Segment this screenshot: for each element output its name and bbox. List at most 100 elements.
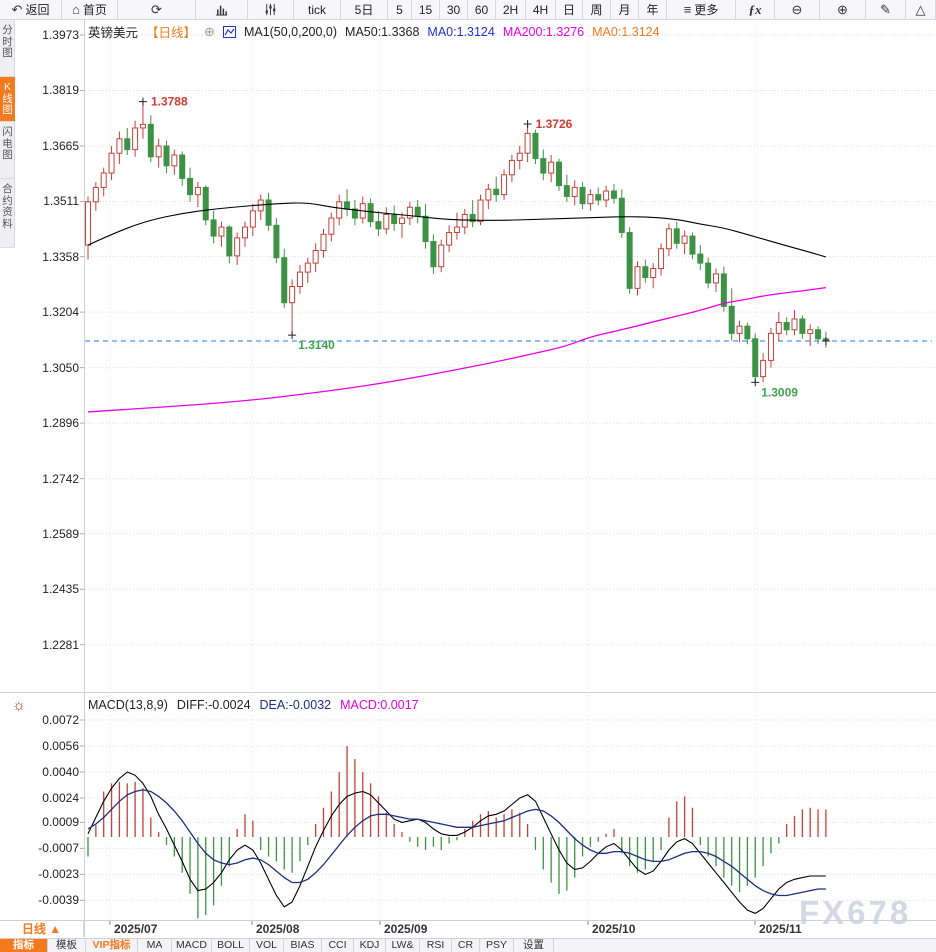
formula-button[interactable]: ƒx xyxy=(736,0,775,19)
tab-RSI[interactable]: RSI xyxy=(420,939,452,952)
bottom-tab-bar: 指标 模板 VIP指标 MA MACD BOLL VOL BIAS CCI KDJ LW& RSI CR… xyxy=(0,938,936,952)
home-button[interactable]: ⌂ 首页 xyxy=(62,0,118,19)
indicator-settings-button[interactable] xyxy=(248,0,294,19)
price-annotation: 1.3726 xyxy=(536,117,573,131)
interval-5d-button[interactable]: 5日 xyxy=(341,0,388,19)
macd-axis-tick: 0.0056 xyxy=(42,739,79,753)
zoom-out-icon: ⊖ xyxy=(791,2,803,17)
macd-diff-value: DIFF:-0.0024 xyxy=(176,698,251,712)
sidebar-item-3[interactable]: 闪电图 xyxy=(0,122,15,179)
zoom-in-button[interactable]: ⊕ xyxy=(820,0,866,19)
tab-VOL[interactable]: VOL xyxy=(250,939,284,952)
refresh-button[interactable]: ⟳ xyxy=(118,0,196,19)
symbol-name: 英镑美元 xyxy=(88,26,139,40)
ma50-value: MA50:1.3368 xyxy=(345,24,420,39)
interval-60m-button-label: 60 xyxy=(474,2,489,17)
tab-PSY[interactable]: PSY xyxy=(480,939,514,952)
chart-type-button[interactable] xyxy=(196,0,248,19)
price-annotation: 1.3009 xyxy=(761,385,798,399)
macd-axis-tick: -0.0039 xyxy=(38,893,79,908)
tab-BIAS[interactable]: BIAS xyxy=(284,939,322,952)
price-axis-tick: 1.2742 xyxy=(42,471,79,486)
interval-5m-button-label: 5 xyxy=(396,2,403,17)
ma0-fast-value: MA0:1.3124 xyxy=(427,24,495,39)
tab-LW&[interactable]: LW& xyxy=(386,939,420,952)
macd-axis-tick: 0.0024 xyxy=(42,791,79,805)
ma-settings-label: MA1(50,0,200,0) xyxy=(243,24,338,39)
chart-style-icon[interactable] xyxy=(222,25,236,38)
ma200-value: MA200:1.3276 xyxy=(502,24,585,39)
home-icon: ⌂ xyxy=(72,2,80,17)
tab-CR[interactable]: CR xyxy=(452,939,480,952)
tab-指标[interactable]: 指标 xyxy=(0,939,48,952)
tab-BOLL[interactable]: BOLL xyxy=(212,939,250,952)
indicator-period-button[interactable]: 日线 ▲ xyxy=(0,921,84,937)
price-annotation: 1.3140 xyxy=(298,338,335,352)
interval-15m-button[interactable]: 15 xyxy=(412,0,440,19)
shapes-button[interactable]: △ xyxy=(906,0,936,19)
back-button-label: 返回 xyxy=(25,3,50,17)
indicator-settings-sun-icon[interactable]: ☼ xyxy=(12,697,26,714)
macd-axis-tick: -0.0023 xyxy=(38,867,79,882)
draw-button[interactable]: ✎ xyxy=(866,0,906,19)
tab-MACD[interactable]: MACD xyxy=(172,939,212,952)
chart-type-icon xyxy=(215,3,228,16)
menu-icon: ≡ xyxy=(683,2,692,17)
interval-tick-button[interactable]: tick xyxy=(294,0,341,19)
add-indicator-icon[interactable]: ⊕ xyxy=(204,23,215,39)
interval-5m-button[interactable]: 5 xyxy=(388,0,412,19)
interval-week-button-label: 周 xyxy=(590,3,603,17)
back-button[interactable]: ↶ 返回 xyxy=(0,0,62,19)
price-axis-tick: 1.3358 xyxy=(42,249,79,264)
price-axis-tick: 1.3665 xyxy=(42,138,79,153)
draw-icon: ✎ xyxy=(880,2,891,17)
formula-icon: ƒx xyxy=(748,2,762,17)
macd-title: MACD(13,8,9) xyxy=(88,698,168,712)
zoom-in-icon: ⊕ xyxy=(837,2,848,17)
interval-30m-button[interactable]: 30 xyxy=(440,0,468,19)
price-axis-tick: 1.3973 xyxy=(42,28,79,42)
interval-day-button[interactable]: 日 xyxy=(556,0,583,19)
interval-day-button-label: 日 xyxy=(562,3,575,17)
interval-year-button[interactable]: 年 xyxy=(639,0,667,19)
zoom-out-button[interactable]: ⊖ xyxy=(775,0,820,19)
interval-30m-button-label: 30 xyxy=(446,2,461,17)
interval-60m-button[interactable]: 60 xyxy=(468,0,496,19)
interval-2h-button-label: 2H xyxy=(502,2,519,17)
date-axis-label: 2025/07 xyxy=(114,922,158,936)
interval-tick-button-label: tick xyxy=(308,2,326,17)
macd-axis-tick: -0.0007 xyxy=(38,841,79,856)
sidebar-item-1[interactable]: 分时图 xyxy=(0,20,15,77)
price-axis-tick: 1.2589 xyxy=(42,526,79,541)
left-sidebar: 分时图 K线图 闪电图 合约资料 xyxy=(0,20,15,248)
period-label[interactable]: 【日线】 xyxy=(146,26,197,40)
macd-axis-tick: 0.0009 xyxy=(42,815,79,830)
sidebar-item-2[interactable]: K线图 xyxy=(0,77,15,122)
interval-5d-button-label: 5日 xyxy=(354,3,374,17)
date-axis-label: 2025/08 xyxy=(256,922,300,936)
macd-dea-value: DEA:-0.0032 xyxy=(259,698,332,712)
sidebar-item-4[interactable]: 合约资料 xyxy=(0,179,15,248)
date-axis-label: 2025/10 xyxy=(592,922,636,936)
price-panel-header: 英镑美元 【日线】 ⊕ MA1(50,0,200,0) MA50:1.3368 … xyxy=(88,22,660,41)
price-axis-tick: 1.3204 xyxy=(42,305,79,320)
price-axis-tick: 1.2281 xyxy=(42,637,79,652)
interval-2h-button[interactable]: 2H xyxy=(496,0,526,19)
tab-VIP指标[interactable]: VIP指标 xyxy=(86,939,138,952)
tab-设置[interactable]: 设置 xyxy=(514,939,554,952)
tab-KDJ[interactable]: KDJ xyxy=(354,939,386,952)
interval-month-button[interactable]: 月 xyxy=(611,0,639,19)
tab-MA[interactable]: MA xyxy=(138,939,172,952)
price-axis-tick: 1.2896 xyxy=(42,416,79,431)
tab-模板[interactable]: 模板 xyxy=(48,939,86,952)
back-icon: ↶ xyxy=(11,2,23,17)
macd-axis-tick: 0.0072 xyxy=(42,713,79,727)
interval-week-button[interactable]: 周 xyxy=(583,0,611,19)
macd-axis-tick: 0.0040 xyxy=(42,765,79,779)
interval-4h-button[interactable]: 4H xyxy=(526,0,556,19)
home-button-label: 首页 xyxy=(82,3,107,17)
more-button[interactable]: ≡ 更多 xyxy=(667,0,736,19)
tab-CCI[interactable]: CCI xyxy=(322,939,354,952)
price-axis-tick: 1.3511 xyxy=(43,194,79,209)
